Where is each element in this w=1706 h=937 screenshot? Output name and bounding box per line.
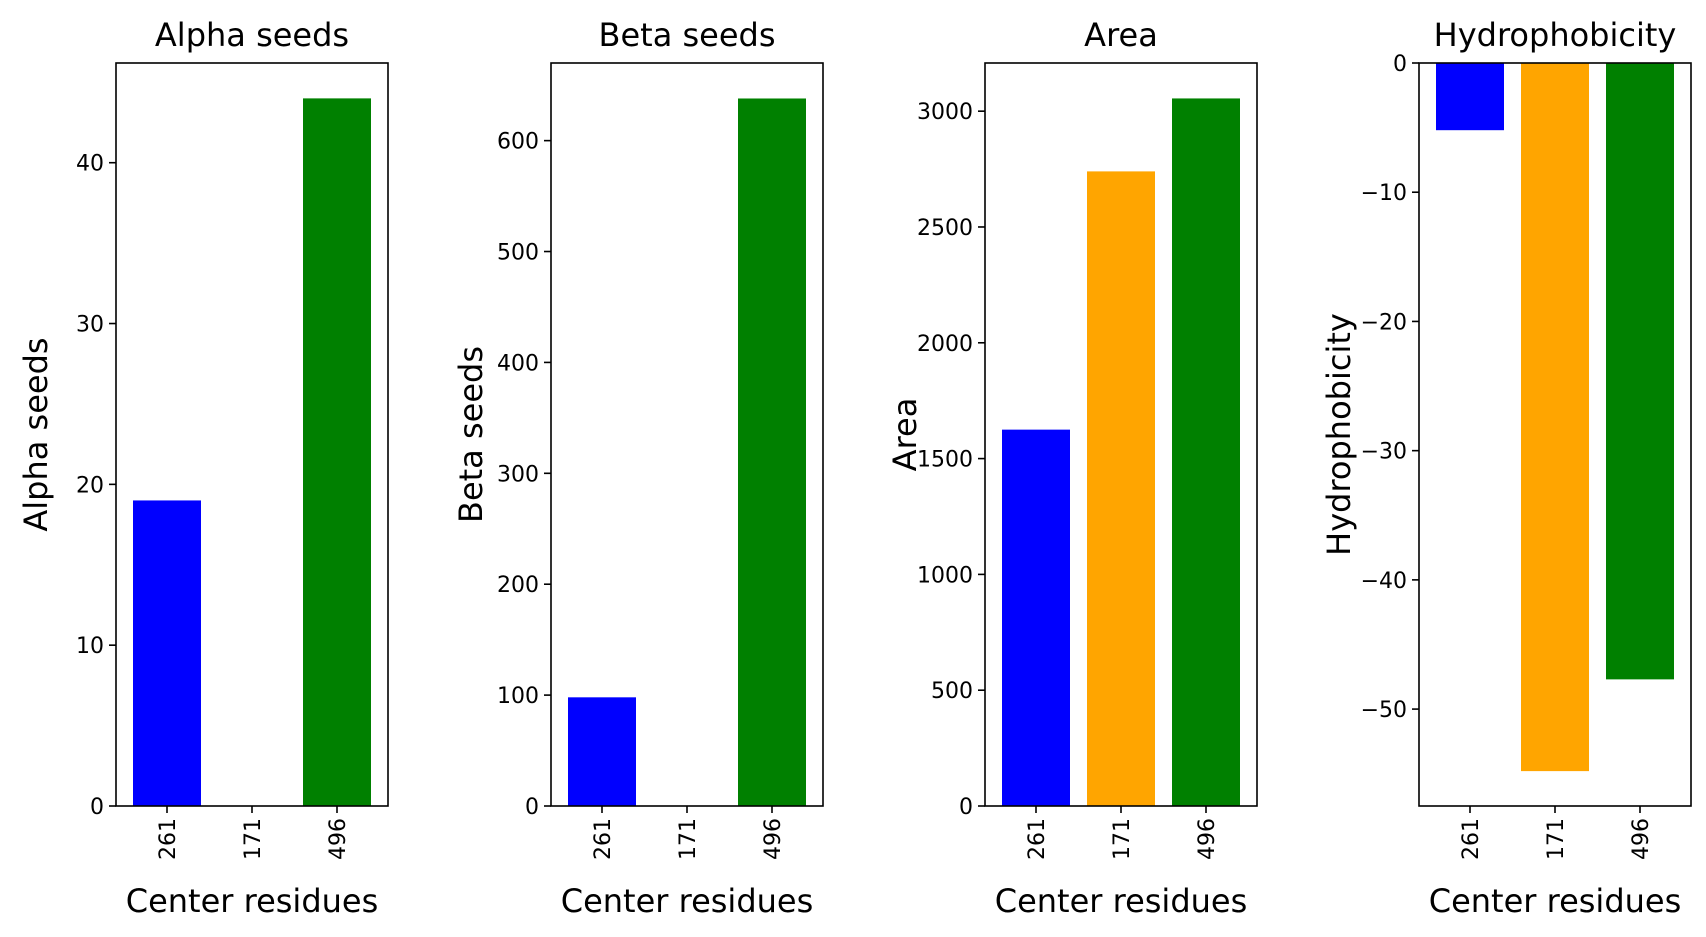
y-tick-label: 3000 [917,100,973,125]
bar-171 [1087,171,1155,806]
x-axis-label: Center residues [1429,882,1682,920]
x-tick-label: 261 [1459,818,1484,860]
chart-title: Hydrophobicity [1434,16,1677,54]
x-tick-label: 261 [156,818,181,860]
x-tick-label: 171 [1110,818,1135,860]
y-tick-label: 2000 [917,332,973,357]
y-axis-label: Hydrophobicity [1320,313,1358,556]
chart-panel-4: 0 −10 −20 −30 −40 −50 261 171 496 Hydrophobicity C… [1320,16,1692,920]
y-tick-label: 10 [76,634,104,659]
x-axis-label: Center residues [126,882,379,920]
bar-496 [1606,63,1674,680]
chart-panel-1: 0 10 20 30 40 261 171 496 Alpha seeds Center resi… [17,16,389,920]
x-tick-label: 496 [1629,818,1654,860]
y-tick-label: 400 [497,351,539,376]
y-tick-label: 2500 [917,216,973,241]
y-tick-label: 20 [76,473,104,498]
x-tick-label: 261 [591,818,616,860]
x-tick-label: 261 [1025,818,1050,860]
x-axis-label: Center residues [561,882,814,920]
bar-496 [738,98,806,806]
y-tick-label: 0 [1393,52,1407,77]
x-tick-label: 496 [326,818,351,860]
y-tick-label: 40 [76,152,104,177]
x-tick-label: 171 [676,818,701,860]
chart-panel-3: 0 500 1000 1500 2000 2500 3000 261 171 496 Area Cen… [886,16,1258,920]
y-tick-label: 200 [497,573,539,598]
x-tick-label: 171 [241,818,266,860]
y-tick-label: 300 [497,462,539,487]
y-tick-label: 600 [497,130,539,155]
y-tick-label: 0 [959,795,973,820]
chart-title: Area [1084,16,1158,54]
y-tick-label: 1000 [917,563,973,588]
bar-261 [133,500,201,806]
y-tick-label: −40 [1361,569,1407,594]
chart-title: Beta seeds [599,16,776,54]
y-tick-label: 30 [76,313,104,338]
y-tick-label: 0 [525,795,539,820]
y-tick-label: −20 [1361,310,1407,335]
y-tick-label: −50 [1361,698,1407,723]
y-axis-label: Area [886,398,924,472]
bar-261 [1436,63,1504,131]
x-tick-label: 496 [761,818,786,860]
y-tick-label: −30 [1361,440,1407,465]
chart-panel-2: 0 100 200 300 400 500 600 261 171 496 Beta seeds Ce… [452,16,824,920]
chart-title: Alpha seeds [155,16,349,54]
x-tick-label: 496 [1195,818,1220,860]
y-tick-label: 500 [497,241,539,266]
bar-171 [1521,63,1589,772]
bar-496 [303,98,371,806]
y-axis-label: Beta seeds [452,346,490,523]
x-tick-label: 171 [1544,818,1569,860]
y-tick-label: 0 [90,795,104,820]
y-tick-label: 100 [497,684,539,709]
bar-261 [568,697,636,806]
x-axis-label: Center residues [995,882,1248,920]
y-axis-label: Alpha seeds [17,337,55,531]
y-tick-label: 1500 [917,448,973,473]
y-tick-label: −10 [1361,181,1407,206]
bar-261 [1002,429,1070,806]
y-tick-label: 500 [931,679,973,704]
bar-496 [1172,98,1240,806]
